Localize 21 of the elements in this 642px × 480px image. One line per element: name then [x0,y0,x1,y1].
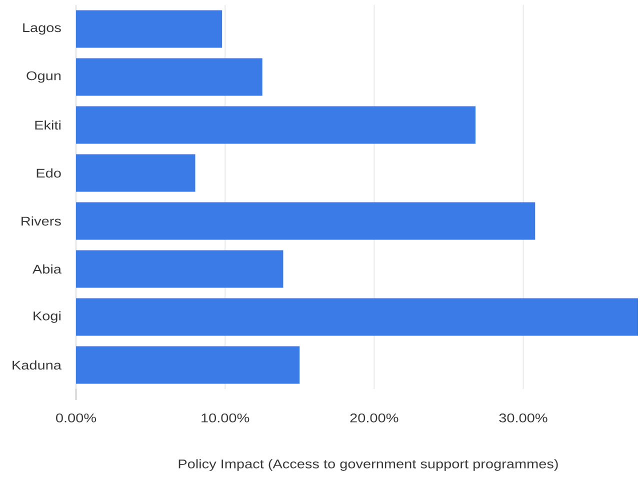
y-tick-label: Kaduna [12,360,62,370]
bar [76,10,222,48]
x-tick-label: 20.00% [350,414,398,422]
x-tick-label: 30.00% [499,414,548,422]
bar [76,106,476,144]
y-tick-label: Ekiti [35,120,60,130]
x-axis-title: Policy Impact (Access to government support programmes) [178,459,558,471]
bar [76,154,196,192]
x-tick-label: 0.00% [56,414,96,422]
y-tick-label: Abia [32,264,62,274]
y-tick-label: Kogi [34,311,60,323]
y-tick-label: Rivers [22,216,61,226]
bar [76,202,536,240]
y-tick-label: Edo [36,168,61,178]
bar [76,298,638,336]
y-tick-label: Ogun [26,71,61,83]
bar [76,58,262,96]
bar [76,346,300,384]
x-tick-label: 10.00% [202,414,250,422]
bar [76,250,284,288]
y-tick-label: Lagos [23,23,61,35]
